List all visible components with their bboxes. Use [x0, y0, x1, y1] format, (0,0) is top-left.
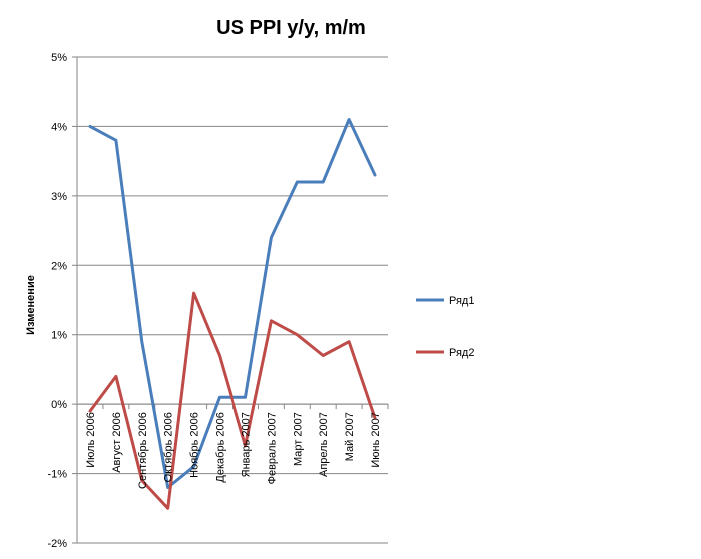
y-axis-title: Изменение — [25, 275, 37, 335]
axis-labels: 5% 4% 3% 2% 1% 0% -1% -2% Июль 2006 Август 2006 Се… — [47, 52, 382, 550]
y-tick-label: 3% — [51, 191, 67, 203]
x-tick-label: Декабрь 2006 — [215, 412, 227, 482]
series-lines — [88, 118, 377, 510]
y-tick-label: 4% — [51, 121, 67, 133]
x-tick-label: Июль 2006 — [85, 412, 97, 468]
x-tick-label: Январь 2007 — [240, 412, 252, 477]
x-tick-label: Июнь 2007 — [370, 412, 382, 468]
x-tick-label: Февраль 2007 — [266, 412, 278, 484]
chart-title: US PPI y/y, m/m — [216, 17, 366, 39]
y-tick-label: 5% — [51, 52, 67, 64]
x-tick-label: Сентябрь 2006 — [137, 412, 149, 489]
legend-label: Ряд1 — [449, 295, 474, 307]
x-tick-label: Апрель 2007 — [318, 412, 330, 477]
x-tick-label: Ноябрь 2006 — [189, 412, 201, 478]
y-tick-label: -2% — [47, 538, 67, 550]
y-tick-label: -1% — [47, 469, 67, 481]
x-tick-label: Май 2007 — [344, 412, 356, 461]
x-tick-label: Август 2006 — [111, 412, 123, 473]
legend: Ряд1 Ряд2 — [416, 295, 474, 359]
y-tick-label: 1% — [51, 330, 67, 342]
y-tick-label: 0% — [51, 399, 67, 411]
x-tick-label: Октябрь 2006 — [163, 412, 175, 482]
series-line-2 — [88, 291, 377, 510]
legend-label: Ряд2 — [449, 347, 474, 359]
y-tick-label: 2% — [51, 260, 67, 272]
x-tick-label: Март 2007 — [292, 412, 304, 466]
